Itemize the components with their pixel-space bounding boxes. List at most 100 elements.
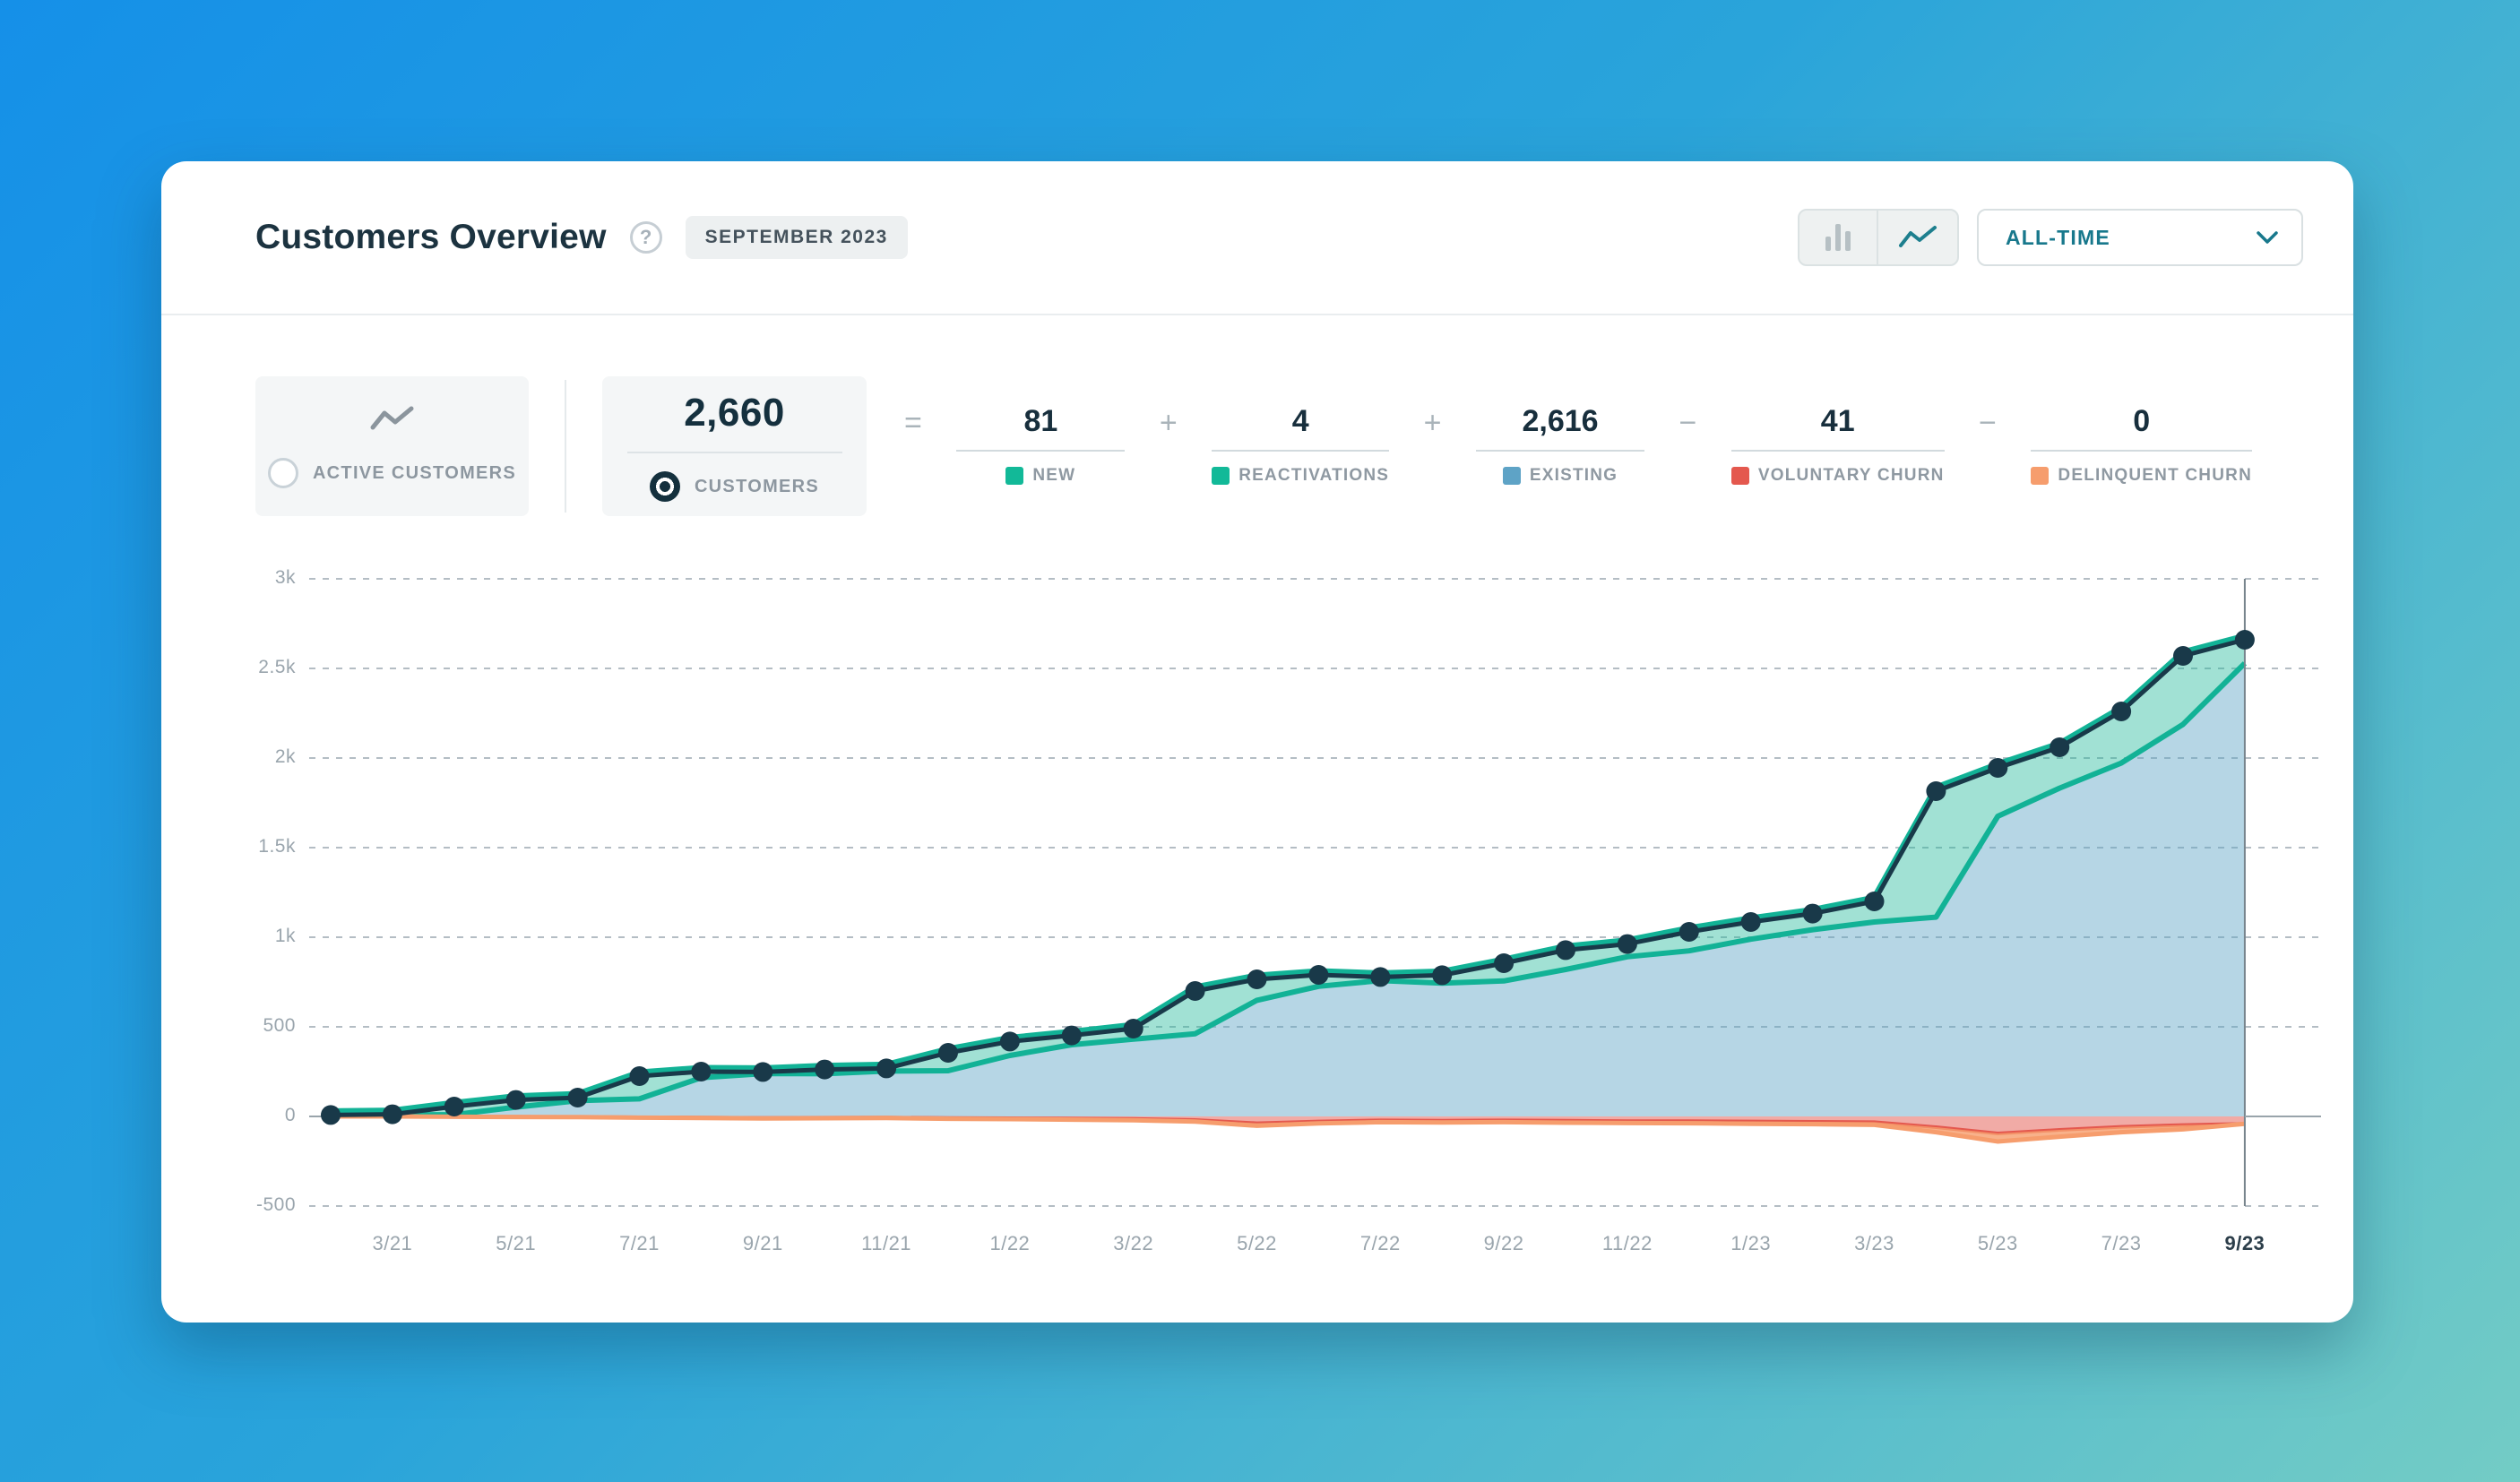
- new-legend: NEW: [1005, 466, 1075, 486]
- data-point[interactable]: [753, 1062, 773, 1082]
- x-tick-label: 9/23: [2224, 1232, 2265, 1254]
- line-chart-toggle-button[interactable]: [1878, 211, 1957, 264]
- reactivations-label: REACTIVATIONS: [1238, 466, 1390, 485]
- x-tick-label: 11/21: [861, 1232, 912, 1254]
- new-value: 81: [956, 401, 1126, 452]
- data-point[interactable]: [2111, 702, 2132, 721]
- data-point[interactable]: [1988, 758, 2008, 778]
- equals-operator: =: [904, 406, 922, 440]
- data-point[interactable]: [1740, 912, 1761, 932]
- equation-term-existing: 2,616 EXISTING: [1476, 401, 1645, 486]
- y-tick-label: 1k: [274, 926, 296, 946]
- bar-chart-icon: [1825, 224, 1851, 251]
- data-point[interactable]: [1864, 892, 1885, 911]
- card-header: Customers Overview ? SEPTEMBER 2023: [161, 161, 2353, 315]
- voluntary-churn-label: VOLUNTARY CHURN: [1757, 466, 1945, 485]
- chart-plot[interactable]: [305, 564, 2330, 1281]
- reactivations-value: 4: [1212, 401, 1390, 452]
- data-point[interactable]: [815, 1059, 835, 1080]
- x-tick-label: 7/22: [1359, 1232, 1401, 1254]
- data-point[interactable]: [505, 1090, 526, 1110]
- data-point[interactable]: [1494, 953, 1515, 973]
- active-customers-radio-row: ACTIVE CUSTOMERS: [267, 458, 517, 488]
- x-tick-label: 1/23: [1730, 1232, 1772, 1254]
- data-point[interactable]: [1617, 934, 1637, 954]
- y-tick-label: -500: [255, 1194, 296, 1215]
- customers-equation: = 81 NEW + 4 REACTIVATIONS +: [904, 376, 2252, 516]
- data-point[interactable]: [1926, 781, 1946, 801]
- delinquent-churn-legend-swatch: [2031, 467, 2050, 485]
- equation-term-new: 81 NEW: [956, 401, 1126, 486]
- data-point[interactable]: [1185, 981, 1205, 1001]
- y-tick-label: 500: [263, 1015, 296, 1036]
- delinquent-churn-legend: DELINQUENT CHURN: [2031, 466, 2252, 486]
- data-point[interactable]: [1061, 1025, 1082, 1046]
- data-point[interactable]: [1679, 922, 1699, 942]
- data-point[interactable]: [1802, 903, 1823, 924]
- equation-term-delinquent-churn: 0 DELINQUENT CHURN: [2031, 401, 2252, 486]
- data-point[interactable]: [1308, 965, 1329, 985]
- data-point[interactable]: [999, 1031, 1020, 1052]
- bar-chart-toggle-button[interactable]: [1799, 211, 1878, 264]
- data-point[interactable]: [691, 1062, 712, 1081]
- data-point[interactable]: [2050, 737, 2070, 757]
- customers-radio[interactable]: [649, 471, 680, 502]
- data-point[interactable]: [876, 1058, 897, 1079]
- data-point[interactable]: [2173, 646, 2193, 666]
- minus-operator-1: −: [1679, 406, 1697, 440]
- y-tick-label: 3k: [274, 567, 296, 588]
- metric-divider: [565, 380, 566, 513]
- delinquent-churn-line: [331, 1114, 2246, 1144]
- x-tick-label: 5/23: [1977, 1232, 2018, 1254]
- customers-card-divider: [626, 452, 842, 453]
- time-range-dropdown[interactable]: ALL-TIME: [1977, 209, 2303, 266]
- customers-radio-row: CUSTOMERS: [649, 471, 819, 502]
- active-customers-label: ACTIVE CUSTOMERS: [312, 462, 517, 483]
- y-tick-label: 2.5k: [258, 657, 296, 677]
- band-bottom-line: [330, 661, 2248, 1119]
- x-tick-label: 7/23: [2101, 1232, 2142, 1254]
- data-point[interactable]: [567, 1088, 588, 1107]
- voluntary-churn-value: 41: [1730, 401, 1945, 452]
- x-tick-label: 3/21: [372, 1232, 413, 1254]
- customers-overview-card: Customers Overview ? SEPTEMBER 2023: [161, 161, 2353, 1323]
- new-label: NEW: [1032, 466, 1076, 485]
- line-chart-icon: [1899, 226, 1937, 247]
- existing-customers-area: [331, 663, 2245, 1116]
- y-tick-label: 1.5k: [258, 836, 296, 857]
- existing-label: EXISTING: [1529, 466, 1618, 485]
- x-tick-label: 11/22: [1601, 1232, 1653, 1254]
- x-tick-label: 5/21: [496, 1232, 537, 1254]
- header-controls: ALL-TIME: [1798, 209, 2303, 266]
- help-icon[interactable]: ?: [629, 221, 662, 254]
- data-point[interactable]: [1556, 940, 1575, 961]
- data-point[interactable]: [444, 1097, 464, 1116]
- x-tick-label: 9/21: [742, 1232, 783, 1254]
- existing-legend: EXISTING: [1502, 466, 1618, 486]
- data-point[interactable]: [938, 1043, 958, 1063]
- customers-count: 2,660: [684, 391, 785, 435]
- chevron-down-icon: [2257, 231, 2278, 244]
- data-point[interactable]: [1432, 965, 1453, 986]
- time-range-value: ALL-TIME: [2006, 225, 2110, 249]
- data-point[interactable]: [2234, 630, 2255, 650]
- voluntary-churn-legend-swatch: [1730, 467, 1749, 485]
- delinquent-churn-label: DELINQUENT CHURN: [2058, 466, 2252, 485]
- page-title: Customers Overview: [255, 218, 607, 256]
- data-point[interactable]: [629, 1066, 650, 1086]
- data-point[interactable]: [1123, 1019, 1143, 1038]
- active-customers-radio[interactable]: [267, 458, 298, 488]
- data-point[interactable]: [1370, 967, 1391, 987]
- period-badge: SEPTEMBER 2023: [685, 216, 908, 259]
- equation-term-voluntary-churn: 41 VOLUNTARY CHURN: [1730, 401, 1945, 486]
- active-customers-card[interactable]: ACTIVE CUSTOMERS: [255, 376, 529, 516]
- data-point[interactable]: [321, 1105, 341, 1125]
- customers-chart: 3k 2.5k 2k 1.5k 1k 500 0 -500 3/21 5/21 7/21 9/21 1…: [161, 564, 2353, 1323]
- customers-card[interactable]: 2,660 CUSTOMERS: [602, 376, 867, 516]
- data-point[interactable]: [1247, 969, 1267, 989]
- delinquent-churn-value: 0: [2031, 401, 2252, 452]
- plus-operator-1: +: [1159, 406, 1178, 440]
- existing-legend-swatch: [1502, 467, 1521, 485]
- data-point[interactable]: [382, 1104, 402, 1124]
